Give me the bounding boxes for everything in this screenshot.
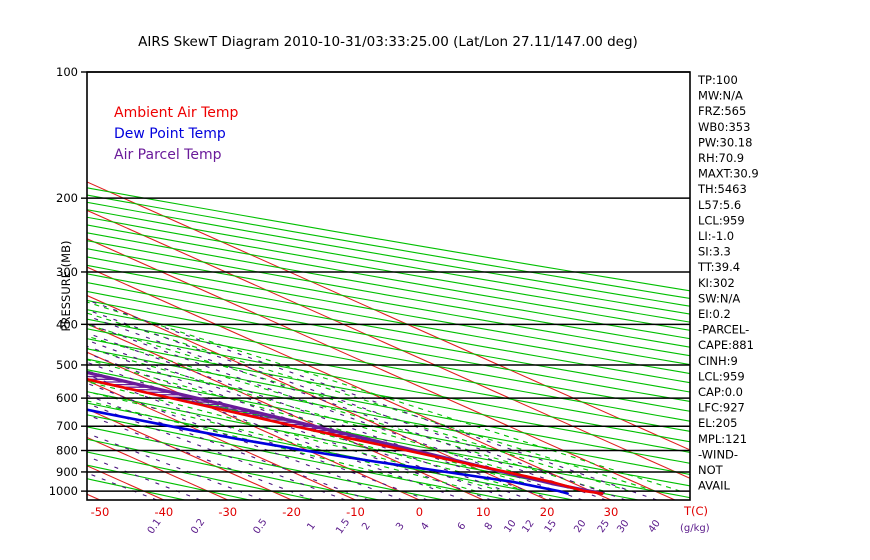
bottom-temp-tick-label: -30 [218, 505, 237, 519]
pressure-tick-label: 700 [56, 419, 78, 433]
index-item: WB0:353 [698, 120, 750, 134]
index-item: L57:5.6 [698, 198, 741, 212]
mixing-ratio-tick-label: 6 [456, 521, 469, 533]
pressure-tick-label: 800 [56, 444, 78, 458]
index-item: CINH:9 [698, 354, 738, 368]
bottom-temp-ticks: -50 -40 -30 -20 -10 0 10 20 30 [91, 505, 619, 519]
bottom-temp-tick-label: 0 [416, 505, 423, 519]
temp-axis-label: T(C) [683, 504, 708, 518]
legend-dew-point-temp: Dew Point Temp [114, 126, 226, 142]
index-item: LCL:959 [698, 369, 745, 383]
index-item: PW:30.18 [698, 135, 752, 149]
mixing-ratio-tick-label: 3 [394, 521, 407, 533]
legend-air-parcel-temp: Air Parcel Temp [114, 147, 222, 163]
index-item: MPL:121 [698, 432, 747, 446]
index-item: SW:N/A [698, 291, 740, 305]
pressure-tick-label: 100 [56, 65, 78, 79]
legend: Ambient Air Temp Dew Point Temp Air Parcel… [114, 105, 239, 163]
mixing-ratio-tick-label: 1 [305, 521, 318, 533]
pressure-tick-label: 400 [56, 317, 78, 331]
bottom-temp-tick-label: -20 [282, 505, 301, 519]
index-item: LFC:927 [698, 401, 745, 415]
index-item: -PARCEL- [698, 323, 749, 337]
index-item: TP:100 [697, 73, 738, 87]
mixing-ratio-tick-label: 8 [483, 521, 496, 533]
pressure-tick-label: 200 [56, 191, 78, 205]
index-item: LI:-1.0 [698, 229, 734, 243]
plot-frame [86, 71, 691, 501]
bottom-temp-tick-label: 20 [540, 505, 555, 519]
mixing-ratio-tick-label: 2 [360, 521, 373, 533]
bottom-temp-tick-label: 10 [476, 505, 491, 519]
index-item: AVAIL [698, 479, 731, 493]
index-item: SI:3.3 [698, 245, 731, 259]
dry-adiabat-grid [87, 187, 690, 500]
pressure-tick-label: 600 [56, 391, 78, 405]
bottom-temp-tick-label: -10 [346, 505, 365, 519]
pressure-tick-label: 300 [56, 265, 78, 279]
index-item: EL:205 [698, 416, 738, 430]
sounding-curves [87, 370, 604, 496]
index-item: TH:5463 [697, 182, 747, 196]
page-title: AIRS SkewT Diagram 2010-10-31/03:33:25.0… [138, 34, 638, 50]
index-item: KI:302 [698, 276, 735, 290]
legend-ambient-air-temp: Ambient Air Temp [114, 105, 239, 121]
isobar-grid [87, 71, 690, 492]
bottom-temp-tick-label: -50 [91, 505, 110, 519]
index-item: FRZ:565 [698, 104, 746, 118]
index-item: EI:0.2 [698, 307, 731, 321]
index-item: TT:39.4 [697, 260, 740, 274]
index-item: RH:70.9 [698, 151, 744, 165]
pressure-tick-label: 1000 [49, 484, 78, 498]
index-item: LCL:959 [698, 213, 745, 227]
pressure-axis-title: PRESSURE (MB) [59, 241, 73, 332]
pressure-tick-label: 500 [56, 358, 78, 372]
bottom-temp-tick-label: -40 [154, 505, 173, 519]
mixing-ratio-tick-label: 4 [419, 521, 432, 533]
index-item: CAPE:881 [698, 338, 754, 352]
pressure-ticks: 100 200 300 400 500 600 700 800 900 1000 [49, 65, 87, 498]
index-item: -WIND- [698, 447, 738, 461]
index-item: MW:N/A [698, 89, 743, 103]
bottom-temp-tick-label: 30 [604, 505, 619, 519]
index-item: MAXT:30.9 [698, 167, 759, 181]
index-item: NOT [698, 463, 724, 477]
pressure-tick-label: 900 [56, 465, 78, 479]
mixing-axis-label: (g/kg) [680, 523, 710, 534]
index-item: CAP:0.0 [698, 385, 743, 399]
